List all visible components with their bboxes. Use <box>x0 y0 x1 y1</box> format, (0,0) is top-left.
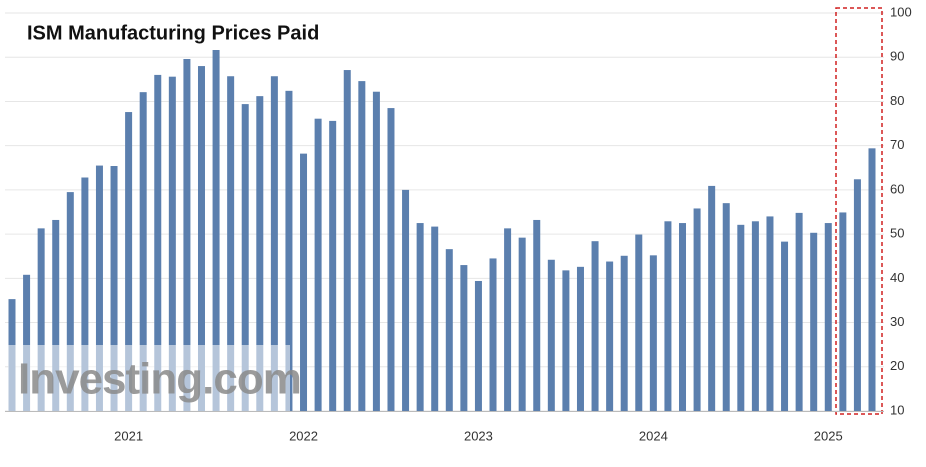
bar <box>285 90 293 411</box>
bar <box>81 177 89 411</box>
watermark-box <box>8 345 290 411</box>
bar <box>533 219 541 411</box>
bar <box>241 104 249 411</box>
y-tick-label: 70 <box>890 137 904 152</box>
bar <box>679 223 687 411</box>
bar <box>664 221 672 411</box>
bar <box>227 76 235 411</box>
bar <box>591 241 599 411</box>
bar <box>183 58 191 411</box>
bar <box>576 266 584 411</box>
bar <box>154 74 162 412</box>
y-tick-label: 40 <box>890 270 904 285</box>
x-tick-label: 2024 <box>639 428 668 443</box>
bar <box>853 179 861 411</box>
bar <box>474 280 482 411</box>
x-tick-label: 2021 <box>114 428 143 443</box>
x-tick-label: 2022 <box>289 428 318 443</box>
y-tick-label: 20 <box>890 358 904 373</box>
y-tick-label: 50 <box>890 226 904 241</box>
bar <box>635 234 643 411</box>
bar <box>197 66 205 412</box>
bar <box>95 165 103 411</box>
bar <box>489 258 497 411</box>
bar <box>737 224 745 411</box>
bar <box>212 47 220 412</box>
bar <box>372 91 380 412</box>
bar <box>431 226 439 411</box>
bar <box>766 216 774 411</box>
bar <box>387 108 395 412</box>
bar <box>139 92 147 411</box>
bar <box>693 208 701 411</box>
bar <box>810 232 818 411</box>
bar <box>606 261 614 411</box>
bar <box>839 212 847 411</box>
bar <box>168 76 176 412</box>
bar <box>460 265 468 411</box>
bar <box>547 259 555 411</box>
y-tick-label: 10 <box>890 402 904 417</box>
bar <box>125 112 133 412</box>
bar <box>795 212 803 411</box>
bar <box>518 237 526 411</box>
bar <box>824 223 832 411</box>
bar <box>52 219 60 411</box>
bars <box>8 47 876 412</box>
x-tick-label: 2025 <box>814 428 843 443</box>
bar <box>620 255 628 411</box>
bar <box>402 189 410 411</box>
bar <box>314 118 322 412</box>
bar <box>37 228 45 411</box>
bar <box>445 249 453 411</box>
bar <box>110 166 118 411</box>
bar <box>416 223 424 411</box>
bar <box>781 241 789 411</box>
bar <box>66 192 74 411</box>
y-tick-label: 30 <box>890 314 904 329</box>
title-box <box>20 18 380 50</box>
highlight-box <box>835 7 883 415</box>
bar <box>504 228 512 411</box>
bar <box>649 255 657 411</box>
bar <box>300 153 308 412</box>
bar <box>722 203 730 411</box>
bar <box>562 270 570 411</box>
bar <box>23 274 31 411</box>
bar <box>343 70 351 412</box>
bar <box>270 76 278 411</box>
bar <box>256 96 264 411</box>
grid <box>5 12 884 412</box>
x-tick-label: 2023 <box>464 428 493 443</box>
y-tick-label: 100 <box>890 4 912 19</box>
chart-title: ISM Manufacturing Prices Paid <box>27 22 319 44</box>
bar <box>708 185 716 411</box>
bar <box>329 120 337 411</box>
bar <box>868 148 876 411</box>
bar <box>751 221 759 411</box>
watermark: Investing.com <box>18 355 301 404</box>
y-tick-label: 80 <box>890 93 904 108</box>
bar <box>358 81 366 411</box>
y-tick-label: 90 <box>890 49 904 64</box>
y-tick-label: 60 <box>890 181 904 196</box>
